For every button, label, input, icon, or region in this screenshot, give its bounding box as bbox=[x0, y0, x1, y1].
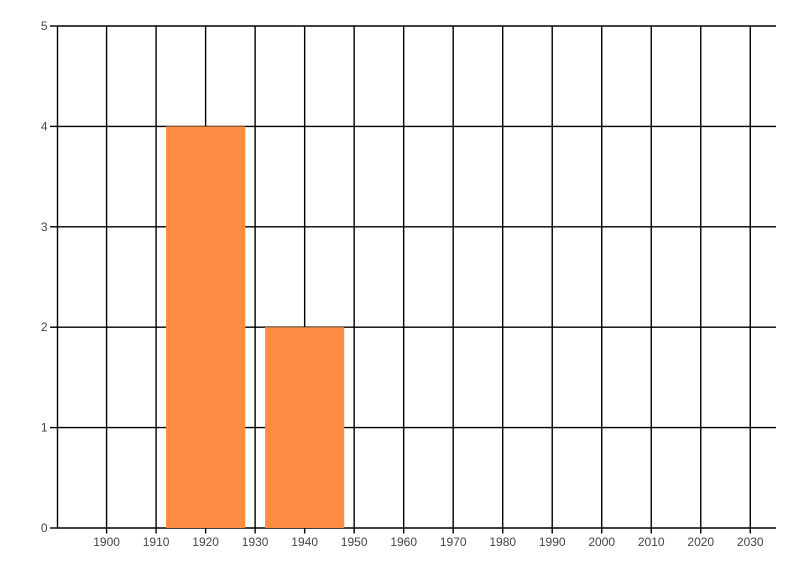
svg-text:1980: 1980 bbox=[489, 535, 516, 549]
svg-text:2000: 2000 bbox=[588, 535, 615, 549]
svg-text:1990: 1990 bbox=[539, 535, 566, 549]
svg-text:3: 3 bbox=[41, 220, 48, 234]
svg-text:2: 2 bbox=[41, 320, 48, 334]
svg-text:5: 5 bbox=[41, 19, 48, 33]
svg-text:1930: 1930 bbox=[242, 535, 269, 549]
svg-text:1900: 1900 bbox=[93, 535, 120, 549]
svg-text:1910: 1910 bbox=[143, 535, 170, 549]
svg-text:1950: 1950 bbox=[341, 535, 368, 549]
svg-text:4: 4 bbox=[41, 119, 48, 133]
svg-text:1920: 1920 bbox=[192, 535, 219, 549]
svg-text:2030: 2030 bbox=[737, 535, 764, 549]
svg-text:1970: 1970 bbox=[440, 535, 467, 549]
svg-text:1960: 1960 bbox=[390, 535, 417, 549]
svg-text:1940: 1940 bbox=[291, 535, 318, 549]
svg-text:1: 1 bbox=[41, 421, 48, 435]
svg-text:0: 0 bbox=[41, 521, 48, 535]
svg-text:2010: 2010 bbox=[638, 535, 665, 549]
svg-text:2020: 2020 bbox=[687, 535, 714, 549]
